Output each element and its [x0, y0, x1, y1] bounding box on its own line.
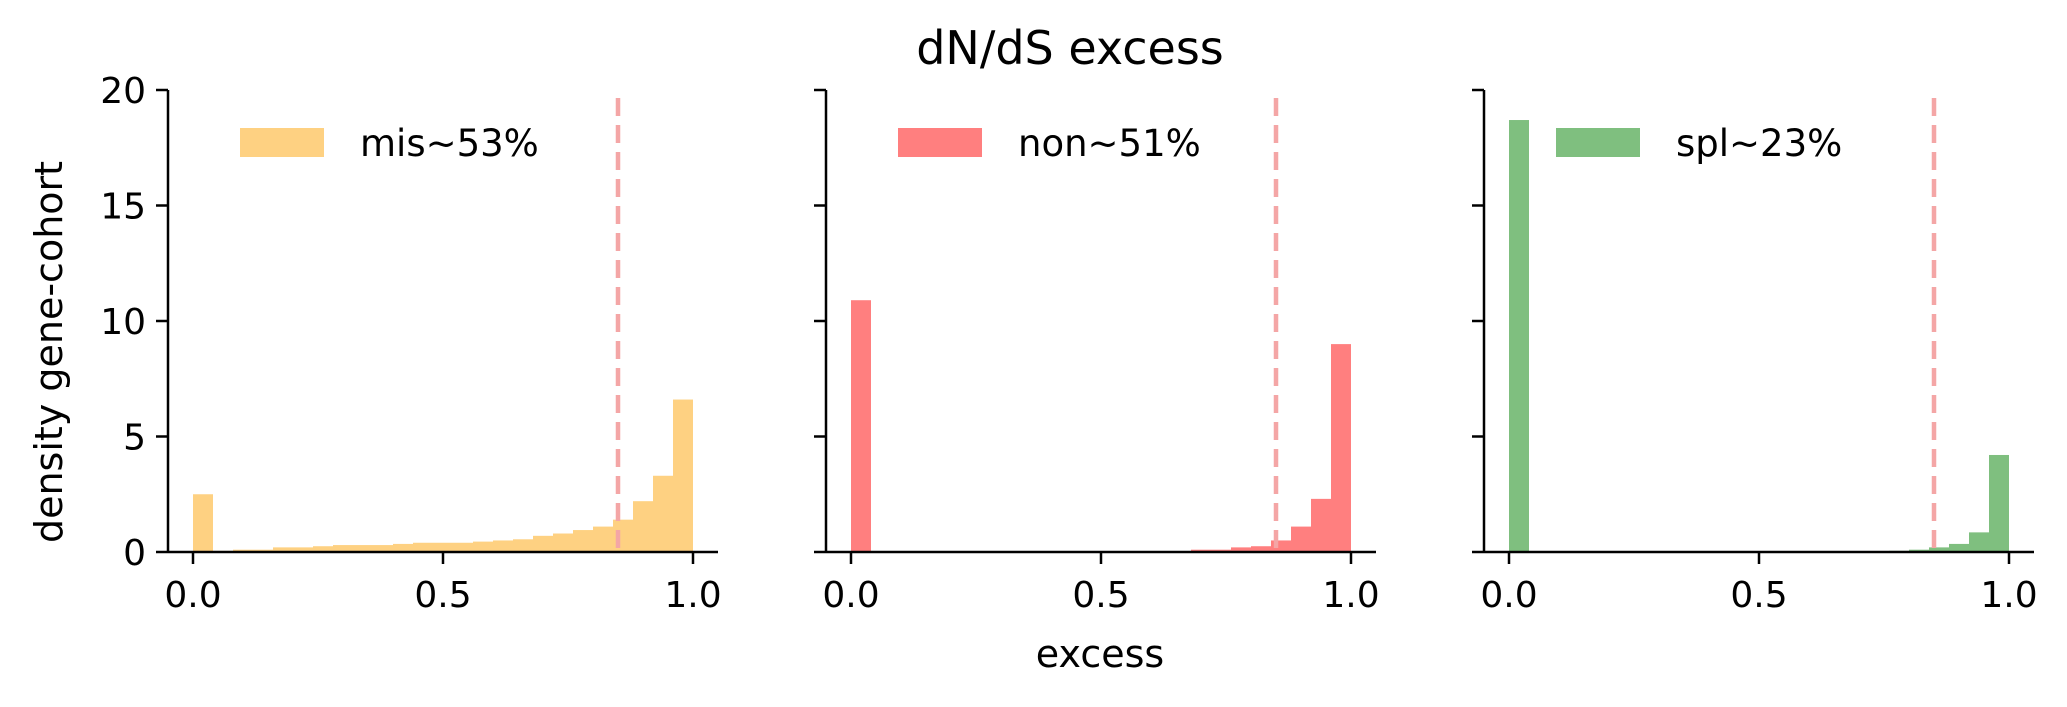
- panel-non: 0.0 0.5 1.0 non~51%: [814, 88, 1380, 616]
- spl-x-tick-label: 0.0: [1480, 575, 1537, 616]
- mis-bar: [313, 546, 333, 552]
- y-tick-label: 0: [123, 533, 146, 574]
- x-axis-label: excess: [1036, 632, 1164, 676]
- mis-bar: [573, 530, 593, 552]
- non-legend-label: non~51%: [1018, 122, 1201, 165]
- spl-legend-label: spl~23%: [1676, 122, 1842, 165]
- mis-x-tick-label: 0.0: [164, 575, 221, 616]
- y-tick-label: 15: [100, 187, 146, 228]
- non-bar: [1291, 526, 1311, 552]
- spl-bar: [1509, 120, 1529, 552]
- mis-x-tick-label: 1.0: [664, 575, 721, 616]
- mis-bar: [293, 547, 313, 552]
- non-x-tick-label: 0.0: [822, 575, 879, 616]
- mis-legend-swatch: [240, 128, 324, 157]
- non-legend-swatch: [898, 128, 982, 157]
- mis-bar: [193, 494, 213, 552]
- non-bar: [1251, 546, 1271, 552]
- non-bar: [1271, 540, 1291, 552]
- mis-bar: [413, 542, 433, 552]
- mis-bar: [633, 501, 653, 552]
- non-x-tick-label: 0.5: [1072, 575, 1129, 616]
- spl-legend-swatch: [1556, 128, 1640, 157]
- spl-bar: [1969, 532, 1989, 552]
- y-tick-label: 20: [100, 71, 146, 112]
- panel-mis: 0 5 10 15 20 0.0 0.5 1.0 mis~53%: [100, 71, 721, 616]
- spl-bar: [1989, 454, 2009, 552]
- panels: 0 5 10 15 20 0.0 0.5 1.0 mis~53% 0.0 0.5 1.0 non~51%…: [100, 71, 2037, 616]
- mis-bar: [373, 545, 393, 552]
- mis-bar: [273, 547, 293, 552]
- mis-x-tick-label: 0.5: [414, 575, 471, 616]
- mis-bar: [453, 542, 473, 552]
- non-x-tick-label: 1.0: [1322, 575, 1379, 616]
- spl-bar: [1929, 547, 1949, 552]
- mis-bar: [493, 540, 513, 552]
- y-tick-label: 5: [123, 418, 146, 459]
- mis-bar: [673, 399, 693, 552]
- non-bar: [1331, 344, 1351, 552]
- mis-bar: [653, 475, 673, 552]
- mis-bar: [433, 542, 453, 552]
- non-bar: [851, 300, 871, 552]
- y-axis-label: density gene-cohort: [27, 161, 71, 543]
- mis-bar: [333, 545, 353, 552]
- mis-bar: [513, 539, 533, 552]
- mis-bar: [553, 533, 573, 552]
- non-bar: [1231, 547, 1251, 552]
- spl-x-tick-label: 0.5: [1730, 575, 1787, 616]
- mis-bar: [593, 526, 613, 552]
- panel-spl: 0.0 0.5 1.0 spl~23%: [1472, 88, 2038, 616]
- mis-legend-label: mis~53%: [360, 122, 539, 165]
- mis-bar: [393, 543, 413, 552]
- spl-x-tick-label: 1.0: [1980, 575, 2037, 616]
- non-bar: [1311, 498, 1331, 552]
- figure-title: dN/dS excess: [916, 21, 1224, 75]
- mis-bar: [353, 545, 373, 552]
- mis-bar: [473, 541, 493, 552]
- mis-bar: [533, 535, 553, 552]
- spl-bar: [1949, 543, 1969, 552]
- y-tick-label: 10: [100, 302, 146, 343]
